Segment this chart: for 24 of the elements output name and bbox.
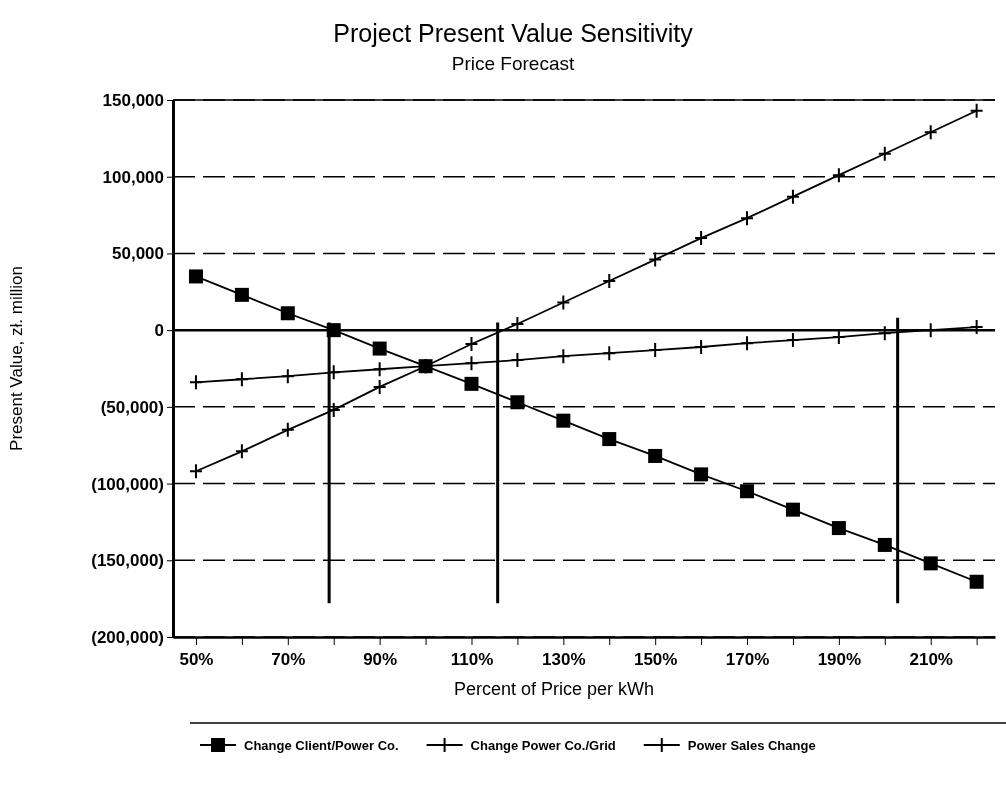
y-tick-label: 0: [154, 321, 164, 341]
x-tick-label: 150%: [633, 650, 678, 669]
x-tick-label: 50%: [179, 650, 214, 669]
y-tick-label: (50,000): [100, 397, 164, 417]
y-axis-title: Present Value, zł. million: [7, 266, 26, 451]
x-tick-label: 170%: [725, 650, 770, 669]
legend-label: Change Client/Power Co.: [244, 738, 399, 753]
y-tick-label: 150,000: [102, 90, 164, 110]
y-tick-label: (200,000): [91, 627, 164, 647]
y-tick-label: 100,000: [102, 167, 164, 187]
x-tick-label: 110%: [450, 650, 494, 669]
x-tick-label: 190%: [817, 650, 862, 669]
x-tick-label: 90%: [363, 650, 398, 669]
legend-label: Power Sales Change: [687, 738, 816, 753]
y-tick-label: (100,000): [91, 474, 164, 494]
y-tick-label: (150,000): [91, 551, 164, 571]
x-tick-label: 130%: [542, 650, 586, 669]
x-tick-label: 210%: [909, 650, 953, 669]
legend-label: Change Power Co./Grid: [470, 738, 616, 753]
x-axis-title: Percent of Price per kWh: [453, 679, 655, 699]
x-tick-label: 70%: [271, 650, 306, 669]
chart-title: Project Present Value Sensitivity: [333, 19, 694, 47]
chart-subtitle: Price Forecast: [451, 53, 575, 74]
y-tick-label: 50,000: [112, 244, 164, 264]
